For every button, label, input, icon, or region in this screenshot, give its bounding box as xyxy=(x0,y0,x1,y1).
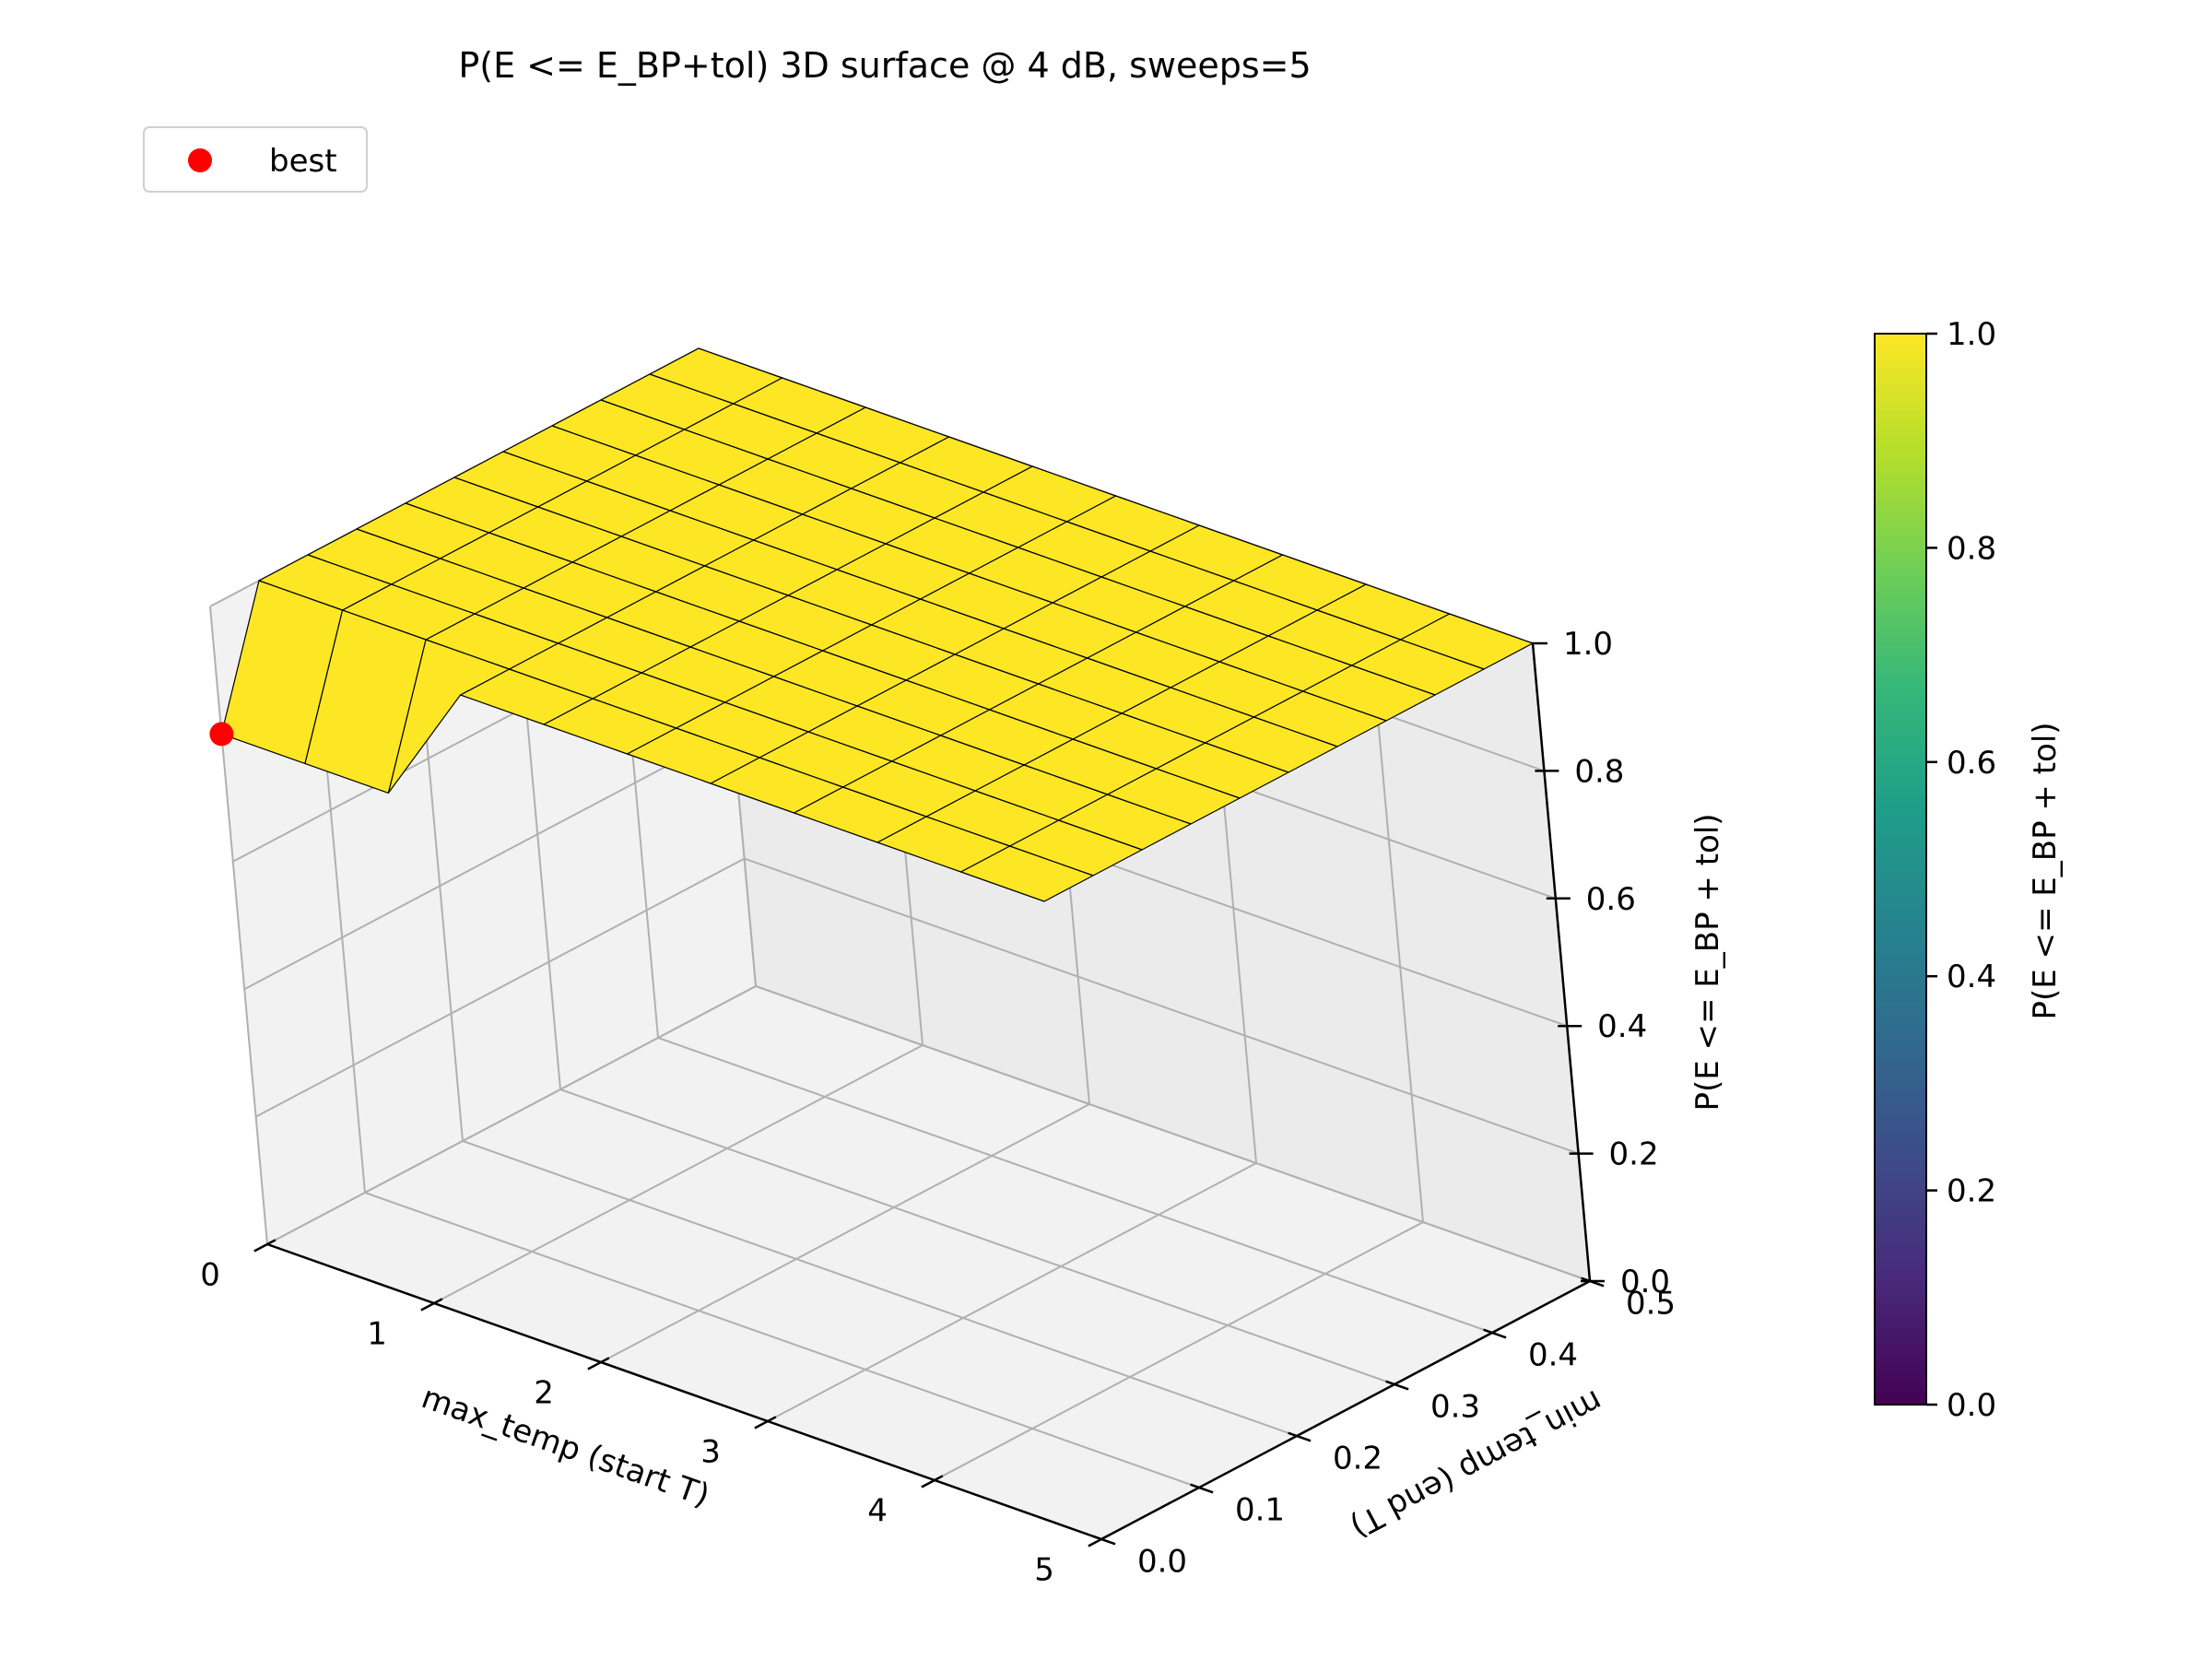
z-axis-label: P(E <= E_BP + tol) xyxy=(1689,813,1726,1111)
legend-marker-best xyxy=(188,148,212,172)
tick-marks xyxy=(253,641,1605,1547)
y-tick-2 xyxy=(1288,1431,1312,1442)
colorbar-tick-label-0: 0.0 xyxy=(1947,1387,1996,1424)
legend: best xyxy=(143,126,368,193)
legend-label-best: best xyxy=(269,143,337,180)
grid-line-z-0 xyxy=(266,984,1591,1282)
y-tick-label-2: 0.2 xyxy=(1333,1440,1382,1477)
axis-lines xyxy=(266,642,1592,1541)
surface-plot xyxy=(220,347,1534,902)
x-tick-5 xyxy=(1088,1534,1111,1547)
x-tick-2 xyxy=(587,1357,610,1371)
colorbar-tick-label-3: 0.6 xyxy=(1947,745,1996,782)
colorbar-tick-label-4: 0.8 xyxy=(1947,530,1996,567)
best-point-marker xyxy=(209,722,234,747)
x-tick-1 xyxy=(420,1298,443,1312)
x-tick-0 xyxy=(253,1239,276,1253)
z-axis-line xyxy=(1531,642,1592,1282)
x-tick-4 xyxy=(921,1475,944,1488)
colorbar-tick-label-1: 0.2 xyxy=(1947,1173,1996,1210)
colorbar: 0.0 0.2 0.4 0.6 0.8 1.0 P(E <= E_BP + tol) xyxy=(1874,316,2064,1424)
x-tick-label-2: 2 xyxy=(534,1375,554,1412)
x-tick-label-3: 3 xyxy=(700,1434,721,1471)
colorbar-tick-label-5: 1.0 xyxy=(1947,316,1996,353)
z-tick-label-4: 0.8 xyxy=(1574,753,1624,790)
surface-patch-0-0 xyxy=(220,580,344,765)
y-tick-label-0: 0.0 xyxy=(1137,1543,1187,1580)
colorbar-gradient xyxy=(1874,333,1927,1406)
y-tick-4 xyxy=(1483,1328,1507,1339)
y-tick-label-3: 0.3 xyxy=(1430,1388,1480,1425)
y-tick-label-4: 0.4 xyxy=(1528,1336,1578,1373)
legend-box xyxy=(143,126,368,193)
x-tick-label-4: 4 xyxy=(867,1493,888,1530)
floor-pane xyxy=(267,986,1590,1539)
y-tick-label-5: 0.5 xyxy=(1626,1285,1676,1322)
y-tick-0 xyxy=(1092,1535,1116,1546)
colorbar-ticks: 0.0 0.2 0.4 0.6 0.8 1.0 xyxy=(1926,316,1996,1424)
y-tick-label-1: 0.1 xyxy=(1235,1491,1285,1528)
chart-title: P(E <= E_BP+tol) 3D surface @ 4 dB, swee… xyxy=(458,45,1311,86)
colorbar-tick-label-2: 0.4 xyxy=(1947,959,1996,995)
y-tick-1 xyxy=(1190,1483,1214,1494)
z-tick-label-0: 0.0 xyxy=(1620,1264,1670,1300)
x-tick-label-0: 0 xyxy=(200,1257,220,1294)
z-tick-label-3: 0.6 xyxy=(1586,881,1636,918)
y-tick-3 xyxy=(1385,1380,1409,1391)
x-tick-label-5: 5 xyxy=(1034,1552,1054,1589)
y-axis-line xyxy=(1100,1279,1591,1541)
z-tick-label-5: 1.0 xyxy=(1563,626,1613,663)
grid-line-z-1 xyxy=(255,857,1579,1155)
z-tick-label-2: 0.4 xyxy=(1597,1008,1647,1045)
x-tick-label-1: 1 xyxy=(367,1316,387,1353)
z-tick-label-1: 0.2 xyxy=(1609,1136,1659,1173)
x-axis-label: max_temp (start T) xyxy=(417,1379,714,1514)
colorbar-label: P(E <= E_BP + tol) xyxy=(2027,722,2064,1019)
x-tick-3 xyxy=(754,1416,777,1430)
x-axis-line xyxy=(266,1242,1102,1541)
